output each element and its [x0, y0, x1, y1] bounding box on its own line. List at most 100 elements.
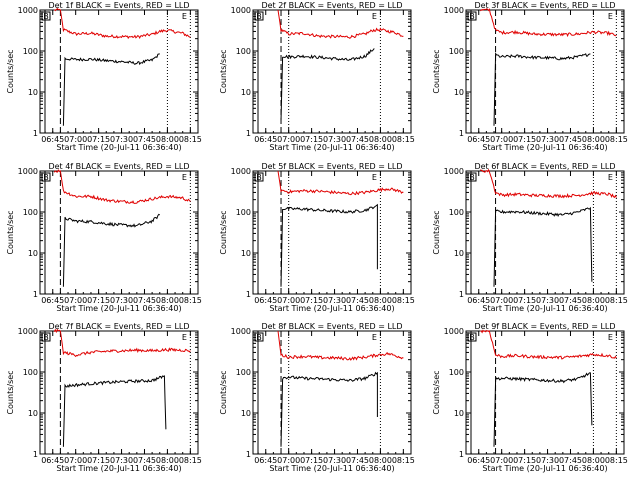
x-tick-label: 07:15 — [513, 456, 536, 465]
chart-panel-3: Det 3f BLACK = Events, RED = LLD 1 10 100 10… — [432, 1, 628, 152]
y-tick-label: 10 — [241, 409, 251, 418]
y-axis-label: Counts/sec — [6, 370, 15, 414]
x-tick-label: 07:00 — [277, 135, 300, 144]
box-label-e: E — [182, 333, 187, 342]
chart-panel-9: Det 9f BLACK = Events, RED = LLD 1 10 100 10… — [432, 322, 628, 473]
y-tick-label: 1000 — [231, 167, 251, 176]
y-tick-label: 1 — [246, 450, 251, 459]
box-label-frame — [41, 172, 51, 182]
y-tick-label: 100 — [449, 368, 464, 377]
x-tick-label: 07:30 — [323, 296, 346, 305]
series-line-events — [62, 213, 161, 287]
chart-panel-2: Det 2f BLACK = Events, RED = LLD 1 10 100 10… — [219, 1, 415, 152]
box-label-frame — [254, 172, 264, 182]
y-axis-label: Counts/sec — [6, 49, 15, 93]
x-tick-label: 06:45 — [467, 296, 490, 305]
x-tick-label: 07:15 — [300, 296, 323, 305]
y-axis-label: Counts/sec — [219, 210, 228, 254]
x-tick-label: 07:45 — [346, 135, 369, 144]
y-tick-label: 1000 — [18, 167, 38, 176]
chart-title: Det 2f BLACK = Events, RED = LLD — [261, 1, 402, 10]
x-tick-label: 07:00 — [490, 135, 513, 144]
series-line-lld — [480, 329, 617, 360]
y-tick-label: 1000 — [444, 167, 464, 176]
x-tick-label: 07:45 — [559, 135, 582, 144]
x-tick-label: 08:00 — [156, 296, 179, 305]
box-label-e: E — [608, 333, 613, 342]
box-label-b: B — [256, 333, 262, 342]
x-tick-label: 07:00 — [64, 296, 87, 305]
x-axis-label: Start Time (20-Jul-11 06:36:40) — [482, 464, 607, 473]
series-line-lld — [277, 170, 404, 196]
chart-panel-7: Det 7f BLACK = Events, RED = LLD 1 10 100 10… — [6, 322, 202, 473]
box-label-b: B — [43, 12, 49, 21]
x-tick-label: 07:45 — [346, 296, 369, 305]
x-tick-label: 06:45 — [254, 135, 277, 144]
x-tick-label: 07:45 — [133, 135, 156, 144]
x-tick-label: 06:45 — [254, 456, 277, 465]
y-tick-label: 1 — [459, 290, 464, 299]
x-tick-label: 07:00 — [64, 135, 87, 144]
series-line-lld — [277, 9, 404, 39]
chart-title: Det 7f BLACK = Events, RED = LLD — [48, 322, 189, 331]
x-tick-label: 07:15 — [300, 135, 323, 144]
box-label-e: E — [372, 173, 377, 182]
chart-title: Det 9f BLACK = Events, RED = LLD — [474, 322, 615, 331]
box-label-b: B — [256, 173, 262, 182]
x-tick-label: 07:15 — [513, 296, 536, 305]
series-line-lld — [53, 7, 191, 40]
y-axis-label: Counts/sec — [432, 49, 441, 93]
box-label-frame — [254, 11, 264, 21]
x-tick-label: 06:45 — [467, 456, 490, 465]
series-line-lld — [277, 330, 404, 361]
y-tick-label: 1 — [33, 290, 38, 299]
x-tick-label: 07:15 — [87, 456, 110, 465]
chart-title: Det 4f BLACK = Events, RED = LLD — [48, 162, 189, 171]
box-label-frame — [467, 332, 477, 342]
series-line-events — [493, 206, 593, 287]
chart-panel-8: Det 8f BLACK = Events, RED = LLD 1 10 100 10… — [219, 322, 415, 473]
y-tick-label: 1000 — [18, 6, 38, 15]
y-tick-label: 10 — [28, 88, 38, 97]
x-axis-label: Start Time (20-Jul-11 06:36:40) — [56, 464, 181, 473]
chart-panel-1: Det 1f BLACK = Events, RED = LLD 1 10 100 10… — [6, 1, 202, 152]
x-axis-label: Start Time (20-Jul-11 06:36:40) — [482, 304, 607, 313]
chart-title: Det 5f BLACK = Events, RED = LLD — [261, 162, 402, 171]
y-tick-label: 10 — [28, 249, 38, 258]
y-tick-label: 100 — [449, 208, 464, 217]
x-tick-label: 07:45 — [133, 456, 156, 465]
series-line-events — [62, 375, 167, 447]
box-label-e: E — [608, 12, 613, 21]
series-line-lld — [479, 168, 617, 199]
x-tick-label: 07:00 — [490, 296, 513, 305]
chart-panel-5: Det 5f BLACK = Events, RED = LLD 1 10 100 10… — [219, 162, 415, 313]
x-axis-label: Start Time (20-Jul-11 06:36:40) — [269, 304, 394, 313]
x-tick-label: 08:15 — [605, 135, 628, 144]
box-label-b: B — [469, 12, 475, 21]
y-tick-label: 100 — [236, 208, 251, 217]
y-axis-label: Counts/sec — [219, 370, 228, 414]
y-tick-label: 1000 — [444, 327, 464, 336]
box-label-e: E — [182, 173, 187, 182]
x-tick-label: 07:15 — [513, 135, 536, 144]
x-axis-label: Start Time (20-Jul-11 06:36:40) — [269, 143, 394, 152]
y-tick-label: 10 — [454, 409, 464, 418]
chart-title: Det 8f BLACK = Events, RED = LLD — [261, 322, 402, 331]
y-tick-label: 100 — [236, 47, 251, 56]
x-tick-label: 07:15 — [87, 135, 110, 144]
x-tick-label: 08:15 — [179, 135, 202, 144]
x-tick-label: 08:00 — [156, 135, 179, 144]
y-tick-label: 100 — [23, 368, 38, 377]
y-tick-label: 10 — [454, 88, 464, 97]
series-line-events — [280, 48, 375, 121]
y-tick-label: 100 — [449, 47, 464, 56]
x-tick-label: 07:45 — [559, 456, 582, 465]
x-tick-label: 07:30 — [110, 135, 133, 144]
x-tick-label: 08:00 — [369, 296, 392, 305]
box-label-b: B — [469, 173, 475, 182]
box-label-b: B — [469, 333, 475, 342]
x-tick-label: 07:00 — [277, 456, 300, 465]
y-tick-label: 100 — [23, 47, 38, 56]
y-axis-label: Counts/sec — [432, 370, 441, 414]
